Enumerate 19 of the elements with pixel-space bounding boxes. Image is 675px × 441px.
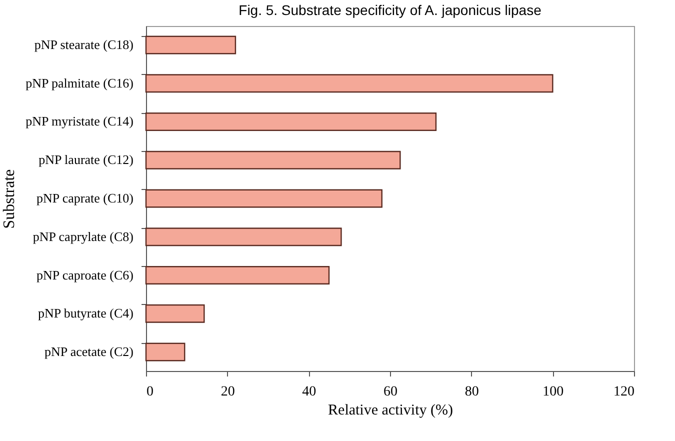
x-axis-title: Relative activity (%): [328, 402, 453, 418]
y-axis-title: Substrate: [1, 169, 18, 229]
x-tick-label: 100: [542, 384, 564, 400]
y-tick-label: pNP caprate (C10): [36, 190, 134, 206]
x-tick-label: 60: [384, 384, 398, 400]
y-tick-label: pNP acetate (C2): [44, 344, 134, 360]
x-tick-label: 80: [464, 384, 479, 400]
x-tick-label: 20: [220, 384, 235, 400]
y-tick-label: pNP caproate (C6): [36, 267, 134, 282]
y-tick-label: pNP palmitate (C16): [26, 75, 134, 90]
x-tick-label: 0: [146, 384, 154, 400]
y-tick-label: pNP butyrate (C4): [38, 306, 134, 321]
x-tick-label: 40: [302, 384, 316, 400]
chart-title: Fig. 5. Substrate specificity of A. japonicus lipase: [238, 2, 542, 18]
y-tick-label: pNP laurate (C12): [38, 152, 134, 168]
y-tick-label: pNP myristate (C14): [26, 114, 134, 129]
y-tick-label: pNP stearate (C18): [34, 36, 134, 52]
x-tick-label: 120: [614, 384, 634, 400]
y-tick-label: pNP caprylate (C8): [32, 228, 134, 244]
